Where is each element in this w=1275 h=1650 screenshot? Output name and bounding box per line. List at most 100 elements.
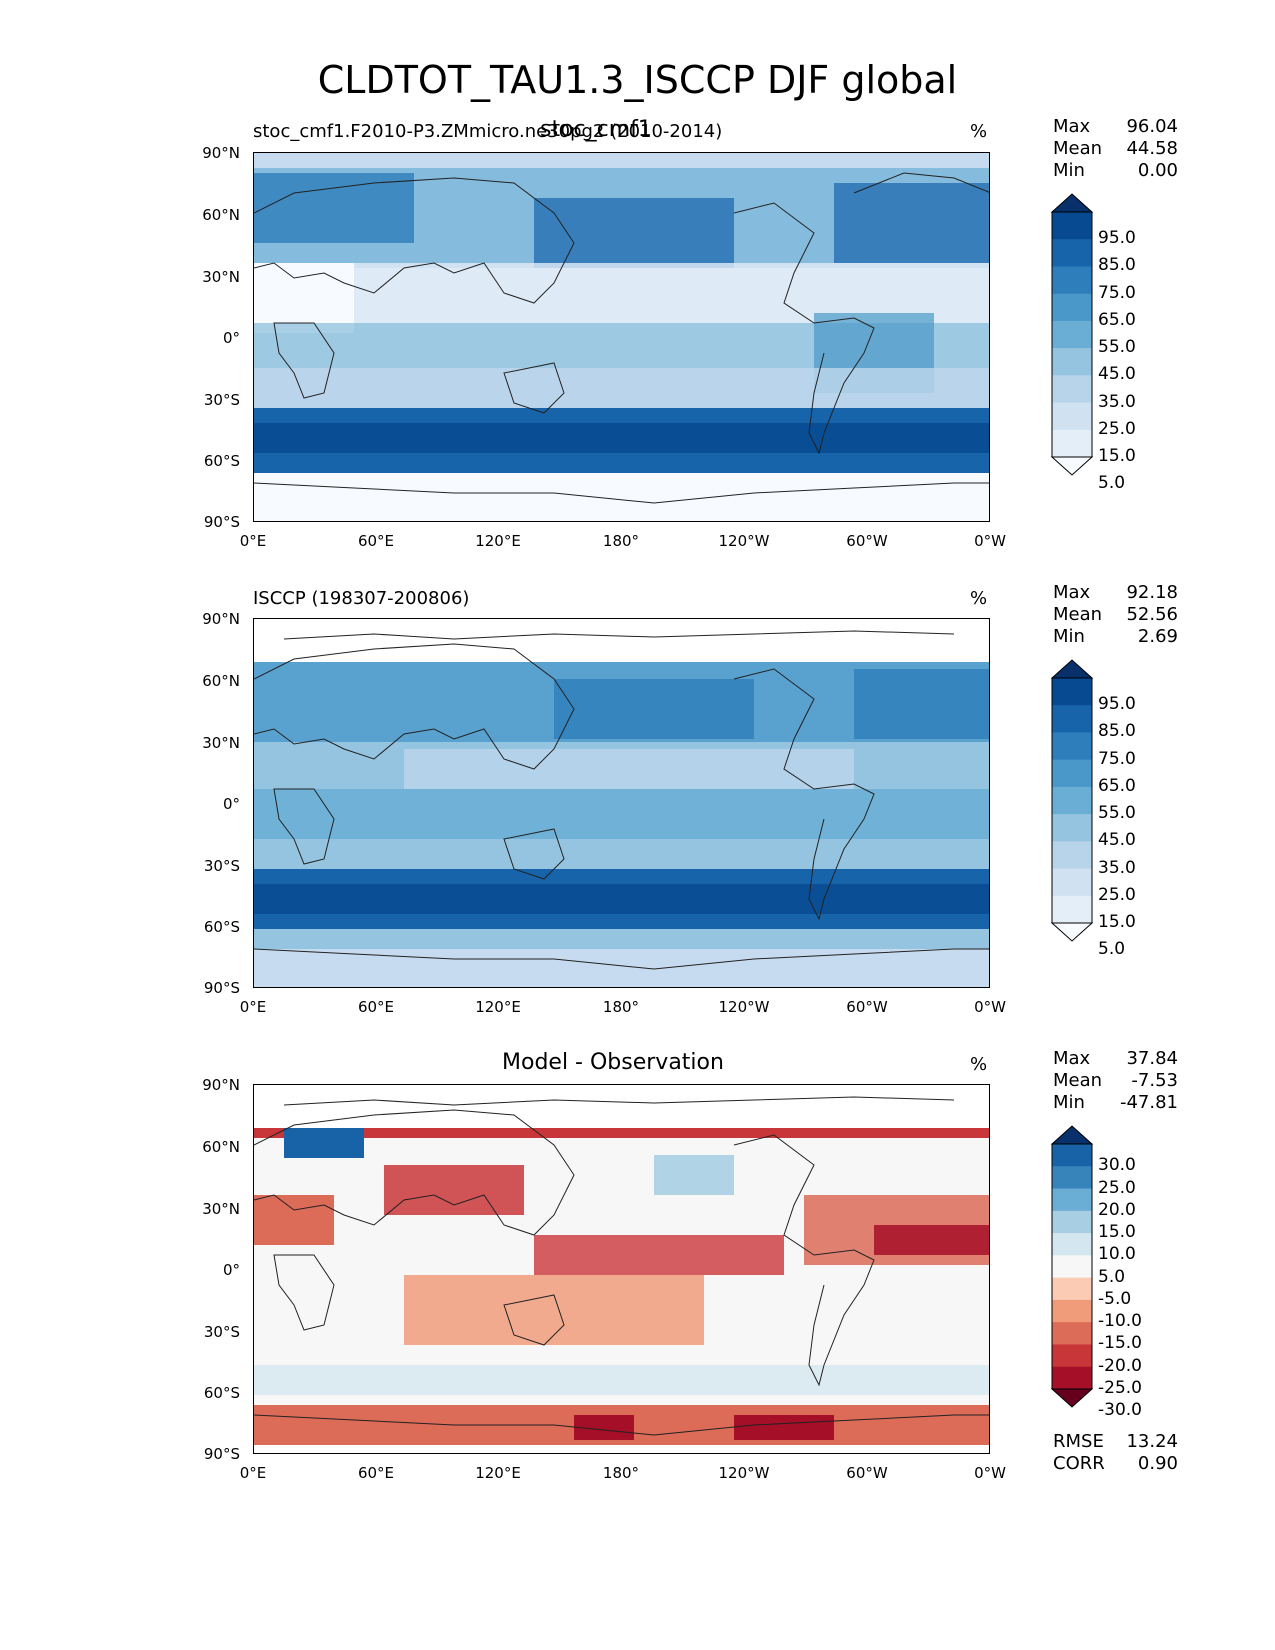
panel-title-left: stoc_cmf1.F2010-P3.ZMmicro.ne30pg2 (2010…: [253, 121, 723, 142]
map-panel-model: [253, 152, 990, 522]
corr-label: CORR: [1053, 1453, 1105, 1474]
y-tick-30n: 30°N: [202, 1200, 240, 1218]
colorbar-tick-label: -30.0: [1098, 1400, 1142, 1421]
colorbar-segment: [1052, 814, 1092, 842]
stat-max-label: Max: [1053, 1048, 1091, 1069]
x-tick-120e: 120°E: [475, 532, 521, 550]
colorbar-tick-label: -15.0: [1098, 1333, 1142, 1354]
y-tick-30n: 30°N: [202, 734, 240, 752]
colorbar-tick-label: 5.0: [1098, 1266, 1126, 1287]
y-tick-90s: 90°S: [203, 979, 240, 997]
colorbar-tick-label: 85.0: [1098, 721, 1136, 742]
colorbar-tick-label: 65.0: [1098, 309, 1136, 330]
y-tick-90s: 90°S: [203, 1445, 240, 1463]
map-panel-observation: [253, 618, 990, 988]
stat-max-value: 37.84: [1126, 1048, 1178, 1069]
y-tick-30s: 30°S: [203, 391, 240, 409]
y-tick-60s: 60°S: [203, 452, 240, 470]
figure-title: CLDTOT_TAU1.3_ISCCP DJF global: [317, 58, 958, 102]
colorbar-segment: [1052, 348, 1092, 376]
colorbar-segment: [1052, 293, 1092, 322]
colorbar-model: [1050, 193, 1094, 476]
y-tick-0: 0°: [222, 1261, 240, 1279]
units-label: %: [970, 1054, 988, 1075]
colorbar-tick-label: -5.0: [1098, 1288, 1132, 1309]
x-tick-0e: 0°E: [239, 1464, 267, 1482]
y-tick-60s: 60°S: [203, 1384, 240, 1402]
colorbar-segment: [1052, 705, 1092, 733]
stat-min-value: -47.81: [1119, 1092, 1178, 1113]
colorbar-tick-label: 75.0: [1098, 748, 1136, 769]
colorbar-segment: [1052, 1277, 1092, 1301]
coastlines: [254, 172, 989, 504]
coastlines: [254, 1096, 989, 1436]
colorbar-difference: [1050, 1125, 1094, 1408]
colorbar-segment: [1052, 402, 1092, 431]
stat-mean-label: Mean: [1053, 138, 1103, 159]
colorbar-segment: [1052, 1210, 1092, 1234]
x-tick-60e: 60°E: [357, 1464, 395, 1482]
colorbar-extend-max: [1050, 1125, 1094, 1145]
colorbar-tick-label: 55.0: [1098, 337, 1136, 358]
x-tick-0e: 0°E: [239, 998, 267, 1016]
stat-mean-value: 52.56: [1126, 604, 1178, 625]
colorbar-outline: [1051, 211, 1093, 458]
colorbar-tick-label: 25.0: [1098, 1177, 1136, 1198]
units-label: %: [970, 121, 988, 142]
x-tick-180: 180°: [602, 1464, 640, 1482]
x-tick-0w: 0°W: [974, 1464, 1006, 1482]
stat-mean-label: Mean: [1053, 604, 1103, 625]
colorbar-tick-label: 15.0: [1098, 1222, 1136, 1243]
colorbar-segment: [1052, 375, 1092, 404]
y-tick-30n: 30°N: [202, 268, 240, 286]
colorbar-segment: [1052, 1144, 1092, 1167]
x-tick-120e: 120°E: [475, 998, 521, 1016]
rmse-value: 13.24: [1126, 1431, 1178, 1452]
colorbar-segment: [1052, 320, 1092, 349]
stat-mean-label: Mean: [1053, 1070, 1103, 1091]
y-tick-60n: 60°N: [202, 1138, 240, 1156]
colorbar-tick-label: 10.0: [1098, 1244, 1136, 1265]
map-panel-difference: [253, 1084, 990, 1454]
colorbar-extend-min: [1050, 922, 1094, 942]
colorbar-outline: [1051, 677, 1093, 924]
x-tick-120w: 120°W: [718, 998, 770, 1016]
colorbar-tick-label: 25.0: [1098, 418, 1136, 439]
x-tick-60e: 60°E: [357, 532, 395, 550]
stat-mean-value: 44.58: [1126, 138, 1178, 159]
colorbar-observation: [1050, 659, 1094, 942]
y-tick-0: 0°: [222, 329, 240, 347]
colorbar-segment: [1052, 841, 1092, 870]
x-tick-0w: 0°W: [974, 532, 1006, 550]
colorbar-tick-label: 95.0: [1098, 228, 1136, 249]
y-tick-90n: 90°N: [202, 610, 240, 628]
colorbar-extend-min: [1050, 456, 1094, 476]
corr-value: 0.90: [1137, 1453, 1178, 1474]
colorbar-tick-label: 85.0: [1098, 255, 1136, 276]
colorbar-segment: [1052, 732, 1092, 761]
stat-max-label: Max: [1053, 582, 1091, 603]
colorbar-segment: [1052, 1322, 1092, 1345]
stat-max-value: 96.04: [1126, 116, 1178, 137]
colorbar-segment: [1052, 266, 1092, 295]
x-tick-60w: 60°W: [846, 1464, 888, 1482]
coastlines: [254, 630, 989, 970]
difference-field: [254, 1085, 989, 1453]
colorbar-extend-max: [1050, 193, 1094, 213]
colorbar-tick-label: -20.0: [1098, 1355, 1142, 1376]
colorbar-segment: [1052, 759, 1092, 788]
units-label: %: [970, 588, 988, 609]
colorbar-segment: [1052, 895, 1092, 924]
stat-min-label: Min: [1053, 626, 1085, 647]
colorbar-tick-label: 30.0: [1098, 1155, 1136, 1176]
colorbar-segment: [1052, 239, 1092, 267]
y-tick-30s: 30°S: [203, 857, 240, 875]
colorbar-tick-label: 35.0: [1098, 391, 1136, 412]
colorbar-tick-label: 5.0: [1098, 473, 1126, 494]
panel-title-left: ISCCP (198307-200806): [253, 588, 470, 609]
colorbar-tick-label: 95.0: [1098, 694, 1136, 715]
colorbar-extend-min: [1050, 1388, 1094, 1408]
colorbar-tick-label: 20.0: [1098, 1199, 1136, 1220]
stat-mean-value: -7.53: [1131, 1070, 1178, 1091]
colorbar-tick-label: 25.0: [1098, 884, 1136, 905]
